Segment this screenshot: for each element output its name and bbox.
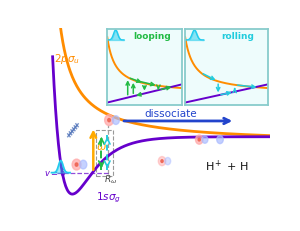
Text: H$^+$ + H: H$^+$ + H [205,159,249,174]
Circle shape [105,115,113,126]
Text: $\omega$: $\omega$ [96,142,107,152]
Circle shape [112,116,119,125]
Circle shape [217,136,223,144]
Circle shape [198,138,200,141]
Circle shape [80,160,87,169]
Text: $R_\omega$: $R_\omega$ [104,174,118,186]
Circle shape [196,135,203,144]
Circle shape [158,157,166,166]
Circle shape [72,159,81,170]
Circle shape [75,163,78,166]
Circle shape [108,119,110,122]
Circle shape [161,160,163,162]
Text: dissociate: dissociate [145,109,197,119]
Text: $v=6$: $v=6$ [44,167,67,178]
Circle shape [165,158,171,165]
Text: $1s\sigma_g$: $1s\sigma_g$ [96,190,121,205]
Circle shape [202,136,208,143]
Text: $2p\sigma_u$: $2p\sigma_u$ [54,52,80,66]
